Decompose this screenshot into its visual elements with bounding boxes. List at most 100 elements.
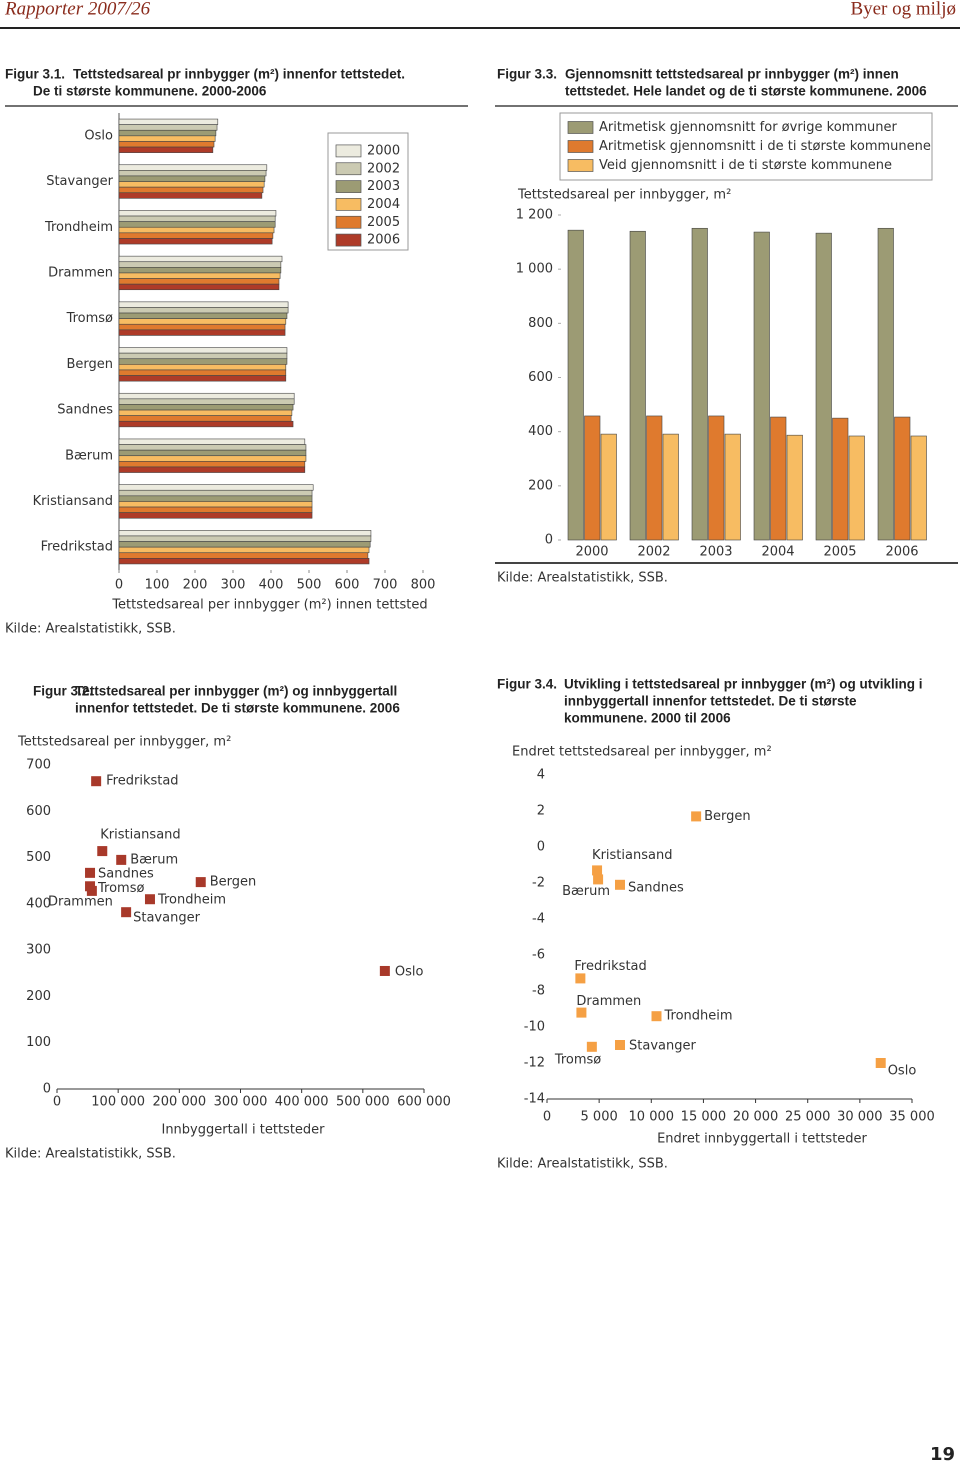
bar — [118, 552, 369, 559]
bar — [118, 146, 214, 153]
x-tick-label: 15 000 — [681, 1110, 727, 1125]
bar — [118, 444, 307, 451]
figure-label: Figur 3.3. — [497, 67, 557, 82]
y-tick-label: 200 — [26, 989, 51, 1004]
bar — [118, 118, 219, 125]
point-label: Oslo — [395, 964, 424, 979]
category-label: 2000 — [575, 545, 608, 560]
bar — [118, 318, 287, 325]
point — [85, 881, 96, 892]
point — [97, 846, 108, 857]
figure-label: Figur 3.1. — [5, 67, 65, 82]
legend-swatch — [335, 162, 362, 176]
y-tick-label: 200 — [528, 478, 553, 493]
category-label: Oslo — [84, 128, 113, 143]
y-tick-label: -2 — [532, 876, 545, 891]
bar — [118, 124, 218, 131]
bar — [118, 535, 372, 542]
bar — [118, 232, 274, 239]
point — [875, 1058, 886, 1068]
bar — [118, 558, 370, 565]
point — [85, 867, 96, 878]
point — [593, 874, 604, 885]
bar — [118, 272, 281, 279]
bar — [118, 358, 288, 365]
bar — [118, 301, 289, 308]
bar — [118, 546, 370, 554]
figure-title: De ti største kommunene. 2000-2006 — [33, 84, 267, 99]
figure-label: Figur 3.4. — [497, 677, 557, 692]
x-axis-title: Tettstedsareal per innbygger (m²) innen … — [111, 598, 427, 613]
legend-box — [327, 132, 409, 251]
point-label: Bergen — [704, 809, 751, 824]
x-tick-label: 0 — [53, 1095, 61, 1110]
point — [691, 811, 702, 822]
bar — [118, 278, 280, 285]
legend-swatch — [335, 198, 362, 211]
legend-label: Aritmetisk gjennomsnitt for øvrige kommu… — [599, 120, 897, 135]
bar — [786, 434, 803, 541]
x-axis-title: Innbyggertall i tettsteder — [161, 1123, 325, 1138]
figure-title: innenfor tettstedet. De ti største kommu… — [75, 701, 400, 716]
x-tick-label: 5 000 — [581, 1110, 618, 1125]
category-label: Kristiansand — [33, 494, 113, 509]
y-tick-label: 600 — [26, 804, 51, 819]
figure-title: tettstedet. Hele landet og de ti største… — [565, 84, 927, 99]
legend-label: Veid gjennomsnitt i de ti største kommun… — [599, 158, 892, 173]
bar — [118, 186, 264, 194]
source: Kilde: Arealstatistikk, SSB. — [5, 1147, 176, 1162]
bar — [118, 255, 283, 263]
point — [121, 907, 132, 918]
x-tick-label: 100 — [145, 578, 170, 593]
bar — [691, 227, 708, 541]
x-tick-label: 0 — [115, 578, 123, 593]
category-label: Bærum — [65, 448, 113, 463]
bar — [118, 541, 371, 548]
category-label: Stavanger — [46, 174, 113, 189]
point — [651, 1011, 662, 1022]
y-tick-label: 1 000 — [516, 262, 553, 277]
point-label: Trondheim — [664, 1009, 733, 1024]
legend-label: 2002 — [367, 161, 400, 176]
category-label: Bergen — [66, 357, 113, 372]
x-tick-label: 400 000 — [275, 1095, 329, 1110]
bar — [118, 466, 306, 473]
legend-label: 2003 — [367, 179, 400, 194]
bar — [118, 501, 313, 508]
bar — [118, 129, 217, 137]
point — [116, 854, 127, 865]
point-label: Tromsø — [97, 881, 144, 896]
y-tick-label: 0 — [537, 840, 545, 855]
figure-title: kommunene. 2000 til 2006 — [564, 711, 731, 726]
legend-swatch — [335, 180, 362, 193]
bar — [118, 352, 288, 360]
bar — [118, 164, 268, 171]
point-label: Fredrikstad — [574, 959, 646, 974]
x-tick-label: 25 000 — [785, 1110, 831, 1125]
x-tick-label: 600 000 — [397, 1095, 451, 1110]
bar — [118, 364, 287, 371]
bar — [118, 495, 313, 502]
category-label: 2005 — [823, 545, 856, 560]
legend-label: 2000 — [367, 143, 400, 158]
legend-label: 2004 — [367, 197, 400, 212]
header-right: Byer og miljø — [850, 0, 956, 19]
x-tick-label: 200 — [183, 578, 208, 593]
y-axis-title: Endret tettstedsareal per innbygger, m² — [512, 745, 772, 760]
bar — [118, 283, 280, 291]
x-tick-label: 500 — [297, 578, 322, 593]
legend-swatch — [335, 144, 362, 158]
x-axis-title: Endret innbyggertall i tettsteder — [657, 1132, 867, 1147]
bar — [118, 323, 286, 331]
point — [592, 865, 603, 876]
y-tick-label: 0 — [545, 533, 553, 548]
point-label: Sandnes — [628, 880, 684, 895]
point — [195, 877, 206, 888]
bar — [118, 392, 295, 400]
bar — [600, 433, 617, 541]
x-tick-label: 400 — [259, 578, 284, 593]
bar — [118, 375, 287, 382]
figure-title: Utvikling i tettstedsareal pr innbygger … — [564, 677, 923, 692]
bar — [646, 415, 663, 541]
category-label: Trondheim — [44, 220, 113, 235]
